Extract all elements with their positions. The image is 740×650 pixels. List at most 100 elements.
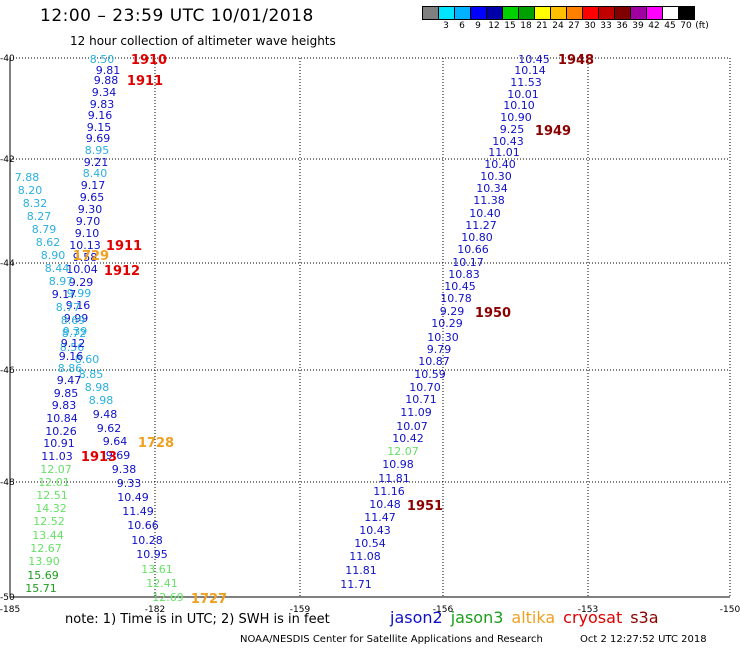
wave-height-value: 8.60 (75, 353, 100, 366)
wave-height-value: 10.45 (518, 53, 550, 66)
pass-time-label: 1950 (475, 306, 511, 321)
wave-height-value: 8.95 (85, 144, 110, 157)
wave-height-value: 8.62 (36, 236, 61, 249)
wave-height-value: 8.79 (32, 223, 57, 236)
wave-height-value: 9.10 (75, 227, 100, 240)
wave-height-value: 11.81 (345, 564, 377, 577)
wave-height-value: 10.13 (69, 239, 101, 252)
pass-time-label: 1948 (558, 53, 594, 68)
map-grid (9, 57, 731, 598)
longitude-tick-label: -153 (578, 605, 598, 615)
longitude-tick-label: -182 (145, 605, 165, 615)
wave-height-value: 10.43 (492, 135, 524, 148)
wave-height-value: 11.16 (373, 485, 405, 498)
wave-height-value: 9.70 (76, 215, 101, 228)
wave-height-value: 9.16 (88, 109, 113, 122)
wave-height-value: 9.39 (63, 325, 88, 338)
wave-height-value: 9.16 (59, 350, 84, 363)
color-scale-label: 27 (568, 21, 580, 31)
wave-height-value: 11.27 (465, 219, 497, 232)
wave-height-value: 9.29 (440, 305, 465, 318)
wave-height-value: 10.29 (431, 317, 463, 330)
wave-height-value: 10.70 (409, 381, 441, 394)
wave-height-value: 10.59 (414, 368, 446, 381)
color-scale-label: 36 (616, 21, 628, 31)
wave-height-value: 9.47 (57, 374, 82, 387)
pass-time-label: 1951 (407, 499, 443, 514)
satellite-legend-item: jason3 (450, 608, 504, 627)
credit-text: NOAA/NESDIS Center for Satellite Applica… (240, 634, 543, 645)
wave-height-value: 8.72 (62, 327, 87, 340)
color-scale-label: 24 (552, 21, 564, 31)
wave-height-value: 10.95 (136, 548, 168, 561)
wave-height-value: 9.17 (81, 179, 106, 192)
latitude-tick-label: -44 (0, 259, 15, 269)
wave-height-value: 10.43 (359, 524, 391, 537)
wave-height-value: 8.32 (23, 197, 48, 210)
wave-height-value: 10.66 (127, 519, 159, 532)
longitude-tick-label: -159 (290, 605, 311, 615)
satellite-legend-item: jason2 (390, 608, 443, 627)
page-title: 12:00 – 23:59 UTC 10/01/2018 (40, 6, 314, 26)
wave-height-value: 10.45 (444, 280, 476, 293)
wave-height-value: 14.32 (35, 502, 67, 515)
color-scale-bar (422, 6, 695, 20)
footer-note: note: 1) Time is in UTC; 2) SWH is in fe… (65, 612, 330, 627)
wave-height-value: 11.71 (340, 578, 372, 591)
wave-height-value: 12.67 (30, 542, 62, 555)
wave-height-value: 10.66 (457, 243, 489, 256)
pass-time-label: 1728 (138, 436, 174, 451)
satellite-legend: jason2 jason3 altika cryosat s3a (390, 608, 667, 627)
color-scale-label: 21 (536, 21, 548, 31)
wave-height-value: 9.38 (112, 463, 137, 476)
wave-height-value: 9.69 (106, 449, 131, 462)
wave-height-value: 12.07 (387, 445, 419, 458)
latitude-tick-label: -42 (0, 155, 15, 165)
color-scale-label: 70 (680, 21, 692, 31)
pass-time-label: 1911 (127, 74, 163, 89)
color-scale-label: 33 (600, 21, 612, 31)
wave-height-value: 13.44 (32, 529, 64, 542)
wave-height-value: 15.69 (27, 569, 59, 582)
color-scale-labels: 3 6 9 12 15 18 21 24 27 30 33 36 39 42 45 70 (ft) (422, 21, 740, 35)
wave-height-value: 7.88 (15, 171, 40, 184)
wave-height-value: 11.38 (473, 194, 505, 207)
wave-height-value: 10.26 (45, 425, 77, 438)
wave-height-value: 8.85 (79, 368, 104, 381)
wave-height-value: 10.54 (354, 537, 386, 550)
color-scale-label: 15 (504, 21, 516, 31)
wave-height-value: 8.69 (61, 314, 86, 327)
latitude-tick-label: -40 (0, 54, 15, 64)
latitude-tick-label: -48 (0, 478, 15, 488)
wave-height-value: 11.53 (510, 76, 542, 89)
color-scale-label: 39 (632, 21, 644, 31)
wave-height-value: 9.16 (66, 299, 91, 312)
color-swatch (678, 6, 695, 20)
wave-height-value: 8.20 (18, 184, 43, 197)
wave-height-value: 9.25 (500, 123, 525, 136)
wave-height-value: 8.56 (60, 341, 85, 354)
wave-height-value: 12.51 (36, 489, 68, 502)
wave-height-value: 9.88 (94, 74, 119, 87)
wave-height-value: 9.12 (61, 337, 86, 350)
wave-height-value: 10.34 (476, 182, 508, 195)
wave-height-value: 9.48 (93, 408, 118, 421)
pass-time-label: 1911 (106, 239, 142, 254)
wave-height-value: 9.30 (78, 203, 103, 216)
color-scale-label: (ft) (695, 21, 709, 31)
wave-height-value: 9.99 (64, 312, 89, 325)
wave-height-value: 12.07 (40, 463, 72, 476)
wave-height-value: 10.98 (382, 458, 414, 471)
wave-height-value: 8.97 (49, 275, 74, 288)
wave-height-value: 10.80 (461, 231, 493, 244)
pass-time-label: 1913 (81, 450, 117, 465)
wave-height-value: 10.07 (396, 420, 428, 433)
wave-height-value: 9.65 (80, 191, 105, 204)
color-scale-label: 18 (520, 21, 532, 31)
wave-height-value: 11.08 (349, 550, 381, 563)
color-scale-label: 9 (475, 21, 481, 31)
axis-labels: -185 -182 -159 -156 -153 -150 -40 -42 -44 -46 -48 -… (0, 54, 740, 615)
wave-height-value: 8.50 (90, 53, 115, 66)
wave-height-value: 9.79 (427, 343, 452, 356)
